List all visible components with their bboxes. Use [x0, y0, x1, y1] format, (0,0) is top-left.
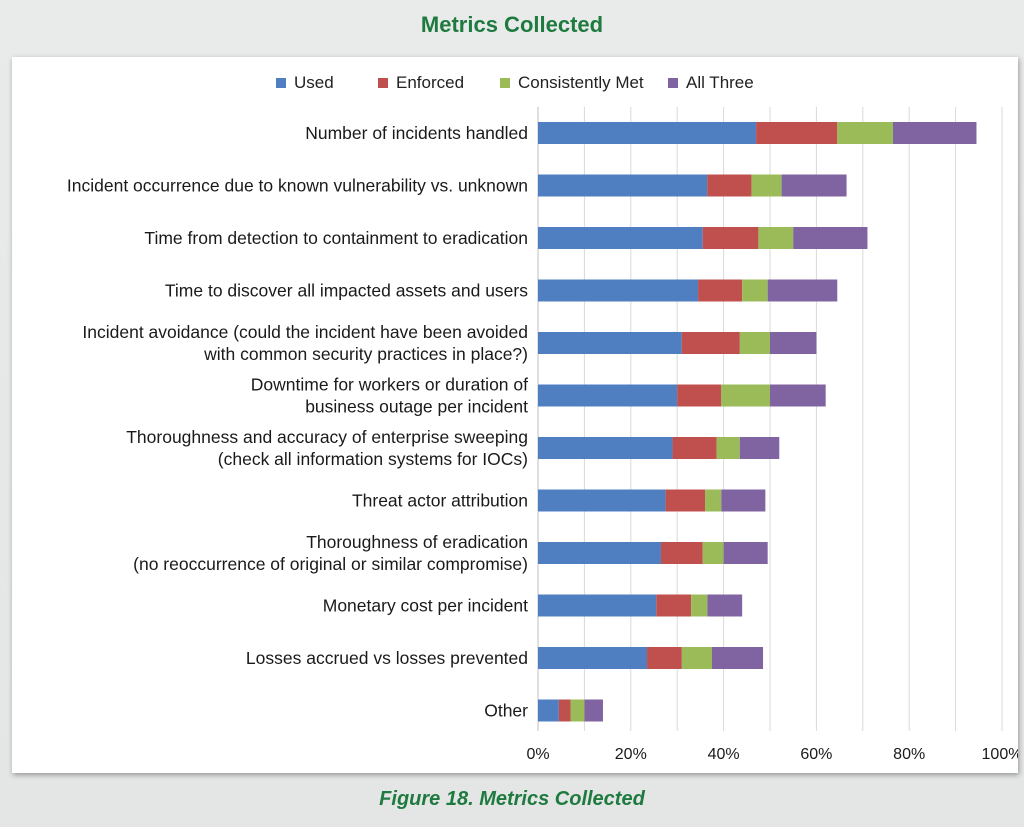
category-labels: Number of incidents handled Incident occu…: [67, 123, 528, 721]
page-title: Metrics Collected: [420, 12, 604, 37]
category-label: Time from detection to containment to er…: [144, 228, 528, 248]
category-label: Time to discover all impacted assets and…: [165, 281, 528, 301]
bar-segment: [837, 122, 893, 144]
bar-segment: [723, 542, 768, 564]
chart-panel: Used Enforced Consistently Met All Three Nu…: [12, 57, 1023, 773]
category-label: (no reoccurrence of original or similar …: [133, 554, 528, 574]
legend: Used Enforced Consistently Met All Three: [276, 73, 754, 92]
legend-swatch-3: [668, 78, 678, 88]
bar-segment: [538, 594, 657, 617]
bar-segment: [558, 699, 571, 722]
bars: [538, 122, 977, 722]
bar-segment: [570, 699, 585, 722]
bar-segment: [892, 122, 977, 144]
bar-segment: [538, 174, 708, 197]
bar-segment: [665, 489, 706, 512]
category-label: Threat actor attribution: [352, 491, 528, 511]
bar-segment: [672, 437, 717, 459]
bar-segment: [681, 332, 740, 354]
x-tick-label: 80%: [893, 746, 925, 763]
category-label: (check all information systems for IOCs): [218, 449, 528, 469]
category-label: Downtime for workers or duration of: [251, 375, 528, 395]
bar-segment: [538, 279, 699, 302]
bar-segment: [705, 489, 722, 512]
bar-segment: [538, 384, 678, 407]
bar-segment: [751, 174, 782, 197]
bar-segment: [742, 279, 768, 302]
bar-segment: [538, 542, 661, 564]
bar-segment: [707, 174, 752, 197]
bar-segment: [758, 227, 794, 249]
category-label: Number of incidents handled: [305, 123, 528, 143]
category-label: Incident avoidance (could the incident h…: [82, 322, 528, 342]
bar-segment: [721, 489, 766, 512]
bar-segment: [660, 542, 703, 564]
category-label: Monetary cost per incident: [323, 596, 528, 616]
bar-segment: [739, 437, 780, 459]
category-label: with common security practices in place?…: [203, 344, 528, 364]
x-tick-label: 20%: [615, 746, 647, 763]
bar-segment: [677, 384, 722, 407]
bar-segment: [681, 647, 712, 669]
legend-swatch-2: [500, 78, 510, 88]
legend-label-2: Consistently Met: [518, 73, 644, 92]
bar-segment: [707, 594, 743, 617]
bar-segment: [538, 122, 757, 144]
category-label: Other: [484, 701, 528, 721]
bar-segment: [691, 594, 708, 617]
x-tick-label: 40%: [708, 746, 740, 763]
bar-segment: [793, 227, 868, 249]
bar-segment: [538, 699, 559, 722]
bar-segment: [538, 437, 673, 459]
category-label: business outage per incident: [305, 397, 528, 417]
legend-label-1: Enforced: [396, 73, 464, 92]
legend-swatch-0: [276, 78, 286, 88]
legend-label-0: Used: [294, 73, 334, 92]
bar-segment: [538, 647, 648, 669]
bar-segment: [756, 122, 838, 144]
bar-segment: [538, 227, 703, 249]
x-tick-label: 100%: [982, 746, 1018, 763]
bar-segment: [770, 332, 817, 354]
bar-segment: [538, 332, 682, 354]
category-label: Incident occurrence due to known vulnera…: [67, 176, 528, 196]
bar-segment: [656, 594, 692, 617]
bar-segment: [712, 647, 764, 669]
category-label: Losses accrued vs losses prevented: [246, 648, 528, 668]
bar-segment: [702, 542, 724, 564]
legend-label-3: All Three: [686, 73, 754, 92]
bar-segment: [538, 489, 666, 512]
bar-segment: [781, 174, 847, 197]
legend-swatch-1: [378, 78, 388, 88]
bar-segment: [647, 647, 682, 669]
x-tick-label: 0%: [526, 746, 549, 763]
gridlines: [537, 107, 1003, 731]
x-tick-label: 60%: [800, 746, 832, 763]
x-axis-ticks: 0% 20% 40% 60% 80% 100%: [526, 746, 1022, 763]
category-label: Thoroughness and accuracy of enterprise …: [126, 427, 528, 447]
category-label: Thoroughness of eradication: [306, 532, 528, 552]
bar-segment: [584, 699, 603, 722]
bar-segment: [716, 437, 740, 459]
bar-segment: [739, 332, 770, 354]
stacked-bar-chart: Used Enforced Consistently Met All Three Nu…: [67, 73, 1023, 763]
figure-caption: Figure 18. Metrics Collected: [379, 788, 645, 810]
bar-segment: [698, 279, 743, 302]
bar-segment: [702, 227, 759, 249]
bar-segment: [721, 384, 770, 407]
bar-segment: [770, 384, 826, 407]
bar-segment: [767, 279, 838, 302]
